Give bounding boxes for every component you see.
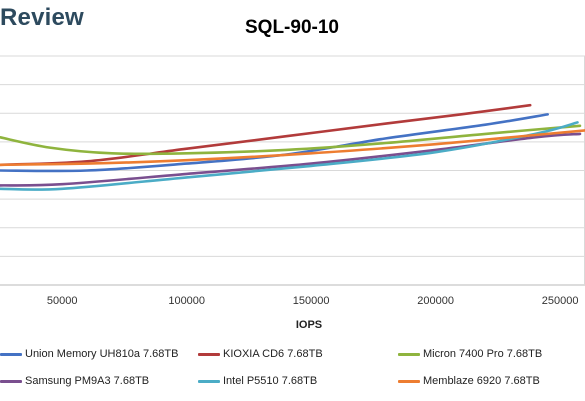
legend-label: Union Memory UH810a 7.68TB <box>25 348 179 360</box>
legend-swatch <box>198 352 220 356</box>
x-axis-ticks: 50000 100000 150000 200000 250000 <box>47 295 579 307</box>
legend-item: Memblaze 6920 7.68TB <box>398 375 540 387</box>
legend-swatch <box>0 352 22 356</box>
x-tick-label: 50000 <box>47 295 78 307</box>
series-line-4 <box>0 132 582 187</box>
x-axis-label: IOPS <box>296 319 322 331</box>
legend-item: Samsung PM9A3 7.68TB <box>0 375 149 387</box>
chart-title: SQL-90-10 <box>245 17 339 38</box>
legend-item: Intel P5510 7.68TB <box>198 375 317 387</box>
legend-item: Micron 7400 Pro 7.68TB <box>398 348 542 360</box>
brand-logo: Review <box>0 4 84 31</box>
legend-label: Micron 7400 Pro 7.68TB <box>423 348 543 360</box>
legend-item: KIOXIA CD6 7.68TB <box>198 348 323 360</box>
series-line-6 <box>0 129 585 167</box>
legend-swatch <box>0 379 22 383</box>
series-line-2 <box>0 103 532 167</box>
x-tick-label: 200000 <box>417 295 454 307</box>
legend-label: Samsung PM9A3 7.68TB <box>25 375 150 387</box>
legend-item: Union Memory UH810a 7.68TB <box>0 348 178 360</box>
series-line-3 <box>0 124 582 156</box>
legend-swatch <box>398 352 420 356</box>
legend-label: Intel P5510 7.68TB <box>223 375 318 387</box>
x-tick-label: 250000 <box>542 295 579 307</box>
legend-swatch <box>198 379 220 383</box>
legend-label: KIOXIA CD6 7.68TB <box>223 348 323 360</box>
x-tick-label: 150000 <box>293 295 330 307</box>
x-tick-label: 100000 <box>168 295 205 307</box>
series-lines <box>0 103 585 191</box>
legend-swatch <box>398 379 420 383</box>
chart-legend: Union Memory UH810a 7.68TB KIOXIA CD6 7.6… <box>0 342 585 401</box>
legend-label: Memblaze 6920 7.68TB <box>423 375 540 387</box>
